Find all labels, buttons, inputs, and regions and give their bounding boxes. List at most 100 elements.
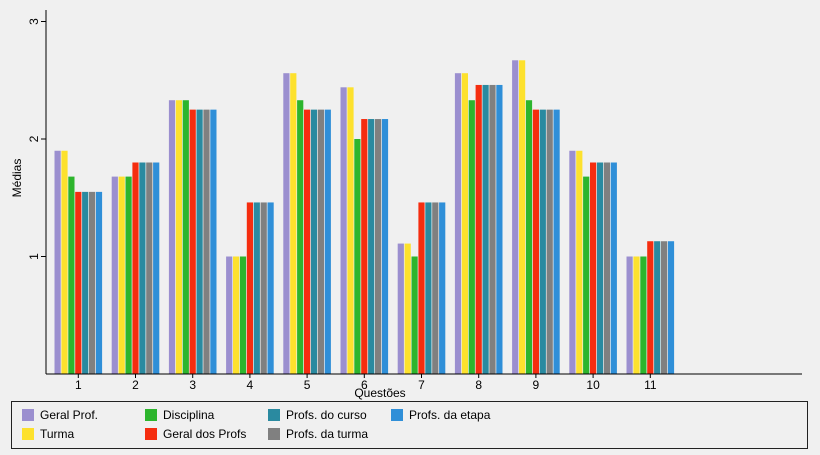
bar-3-series-6 <box>203 109 210 375</box>
bar-9-series-7 <box>553 109 560 375</box>
legend-item: Profs. da etapa <box>391 408 490 422</box>
x-axis-label: Questões <box>354 386 405 400</box>
bar-3-series-4 <box>189 109 196 375</box>
bar-1-series-6 <box>89 191 96 375</box>
bar-2-series-2 <box>118 176 125 374</box>
bar-2-series-3 <box>125 176 132 374</box>
bar-3-series-3 <box>182 100 189 374</box>
x-tick-label: 7 <box>418 378 425 392</box>
bar-4-series-5 <box>253 202 260 374</box>
bar-7-series-6 <box>432 202 439 374</box>
bar-9-series-5 <box>539 109 546 375</box>
bar-11-series-3 <box>640 256 647 374</box>
bar-10-series-7 <box>610 162 617 374</box>
legend-swatch <box>391 409 403 421</box>
bar-4-series-6 <box>260 202 267 374</box>
bar-3-series-2 <box>175 100 182 374</box>
legend-label: Geral dos Profs <box>163 427 247 441</box>
bar-4-series-2 <box>233 256 240 374</box>
bar-5-series-4 <box>304 109 311 375</box>
bar-1-series-1 <box>54 150 61 374</box>
bar-7-series-3 <box>411 256 418 374</box>
bar-5-series-3 <box>297 100 304 374</box>
bar-1-series-4 <box>75 191 82 375</box>
bar-4-series-1 <box>226 256 233 374</box>
bar-5-series-1 <box>283 73 290 374</box>
bar-6-series-3 <box>354 139 361 374</box>
x-tick-label: 9 <box>533 378 540 392</box>
bar-10-series-4 <box>590 162 597 374</box>
x-tick-label: 1 <box>75 378 82 392</box>
bar-8-series-1 <box>454 73 462 374</box>
bar-9-series-3 <box>525 100 533 374</box>
bar-7-series-1 <box>397 243 404 374</box>
bar-11-series-1 <box>626 256 633 374</box>
legend-swatch <box>145 409 157 421</box>
chart-legend: Geral Prof. Turma Disciplina Geral dos Prof… <box>11 401 808 449</box>
legend-swatch <box>268 428 280 440</box>
bars-group <box>54 60 675 375</box>
bar-8-series-6 <box>489 84 496 374</box>
legend-label: Profs. do curso <box>286 408 367 422</box>
bar-7-series-4 <box>418 202 425 374</box>
legend-swatch <box>22 428 34 440</box>
bar-11-series-2 <box>633 256 640 374</box>
legend-item: Profs. da turma <box>268 427 368 441</box>
bar-6-series-2 <box>347 87 354 375</box>
bar-5-series-6 <box>317 109 324 375</box>
legend-label: Disciplina <box>163 408 215 422</box>
bar-4-series-7 <box>267 202 274 374</box>
bar-7-series-7 <box>439 202 446 374</box>
bar-9-series-2 <box>519 60 526 374</box>
bar-8-series-5 <box>482 84 489 374</box>
legend-label: Profs. da etapa <box>409 408 491 422</box>
bar-2-series-6 <box>146 162 153 374</box>
bar-8-series-4 <box>475 84 482 374</box>
x-tick-label: 10 <box>586 378 600 392</box>
bar-9-series-4 <box>532 109 539 375</box>
bar-10-series-2 <box>576 150 583 374</box>
legend-swatch <box>145 428 157 440</box>
bar-5-series-5 <box>310 109 318 375</box>
x-tick-label: 8 <box>475 378 482 392</box>
y-tick-label: 1 <box>27 253 41 260</box>
bar-1-series-5 <box>82 191 89 375</box>
bar-3-series-1 <box>168 100 176 374</box>
axes-group: 1 2 3 1 2 3 4 5 6 7 8 9 10 11 <box>27 10 802 392</box>
bar-6-series-6 <box>375 119 382 374</box>
y-tick-label: 2 <box>27 135 41 142</box>
bar-9-series-1 <box>512 60 519 374</box>
bar-2-series-4 <box>132 162 139 374</box>
x-tick-label: 5 <box>304 378 311 392</box>
bar-6-series-4 <box>361 119 368 374</box>
bar-2-series-1 <box>111 176 118 374</box>
legend-swatch <box>22 409 34 421</box>
bar-4-series-4 <box>246 202 253 374</box>
x-tick-label: 3 <box>189 378 196 392</box>
bar-10-series-6 <box>603 162 610 374</box>
bar-3-series-5 <box>196 109 203 375</box>
bar-11-series-7 <box>667 241 675 374</box>
legend-item: Geral dos Profs <box>145 427 246 441</box>
bar-3-series-7 <box>210 109 217 375</box>
x-tick-label: 2 <box>132 378 139 392</box>
x-tick-label: 4 <box>247 378 254 392</box>
bar-8-series-2 <box>461 73 468 374</box>
bar-9-series-6 <box>546 109 553 375</box>
x-tick-label: 6 <box>361 378 368 392</box>
legend-label: Geral Prof. <box>40 408 99 422</box>
legend-label: Turma <box>40 427 75 441</box>
bar-10-series-5 <box>596 162 604 374</box>
bar-5-series-2 <box>290 73 297 374</box>
bar-10-series-1 <box>569 150 576 374</box>
bar-4-series-3 <box>239 256 247 374</box>
bar-7-series-2 <box>404 243 411 374</box>
bar-1-series-3 <box>68 176 75 374</box>
bar-7-series-5 <box>425 202 432 374</box>
bar-2-series-7 <box>153 162 160 374</box>
legend-item: Turma <box>22 427 74 441</box>
bar-1-series-7 <box>95 191 103 375</box>
legend-item: Disciplina <box>145 408 214 422</box>
bar-6-series-7 <box>381 119 389 374</box>
x-tick-label: 11 <box>644 378 657 392</box>
